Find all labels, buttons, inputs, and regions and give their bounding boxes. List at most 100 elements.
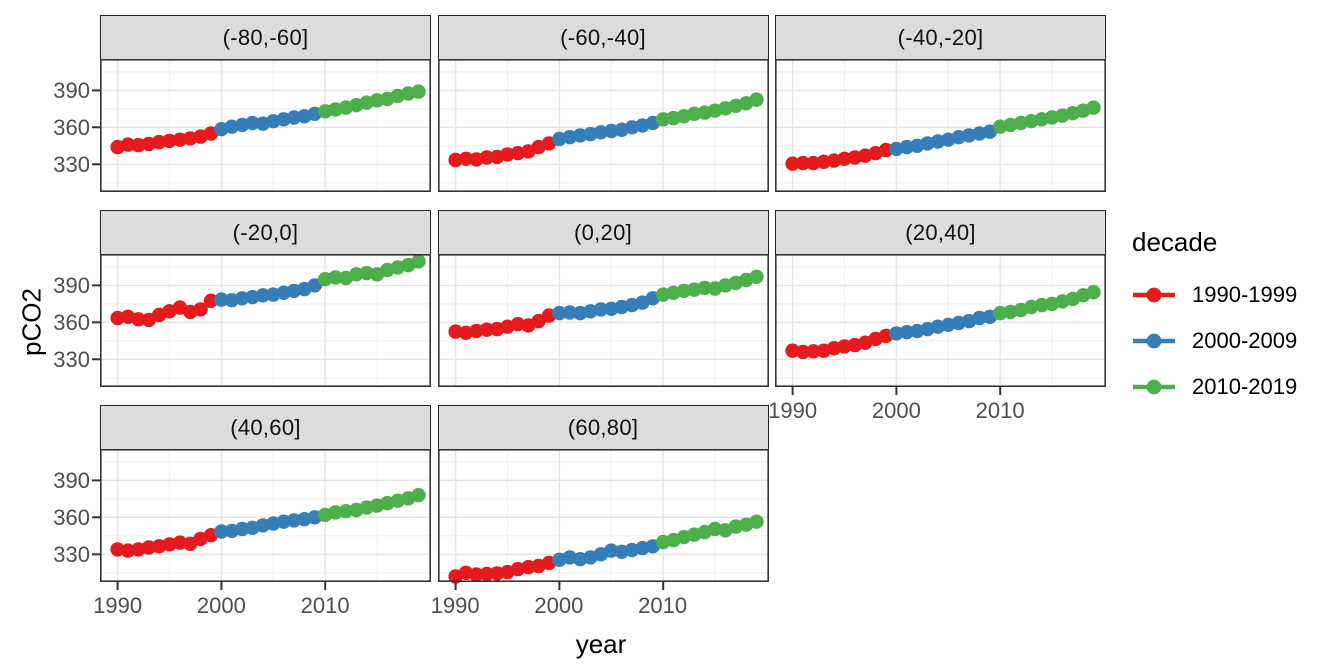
- y-axis-tick-label: 360: [53, 505, 90, 531]
- data-point-2000-2009: [245, 115, 260, 131]
- data-point-2010-2019: [676, 283, 691, 299]
- facet-strip: (20,40]: [775, 210, 1106, 255]
- facet-strip-label: (-80,-60]: [222, 24, 309, 50]
- data-point-2000-2009: [286, 513, 302, 528]
- legend-entry-label: 1990-1999: [1192, 282, 1298, 307]
- data-point-2000-2009: [562, 305, 577, 320]
- data-point-2000-2009: [603, 543, 618, 558]
- data-point-2010-2019: [411, 84, 426, 99]
- legend-key-icon: [1133, 333, 1175, 349]
- x-axis-tick-label: 2010: [638, 593, 688, 618]
- panel-border: [100, 59, 431, 192]
- data-point-1990-1999: [458, 151, 473, 166]
- data-point-2000-2009: [214, 292, 229, 307]
- facet-strip-label: (60,80]: [567, 414, 639, 440]
- facet-(-60,-40]: (-60,-40]: [437, 15, 769, 192]
- panel-border: [437, 254, 769, 387]
- legend-title: decade: [1132, 227, 1218, 257]
- x-axis-tick-label: 2010: [975, 398, 1025, 423]
- x-axis-tick-label: 2000: [871, 398, 921, 423]
- data-point-1990-1999: [110, 542, 125, 557]
- facet-strip-label: (40,60]: [230, 414, 301, 440]
- y-axis-tick-label: 330: [53, 152, 90, 178]
- panel-border: [100, 449, 431, 582]
- data-point-1990-1999: [172, 535, 188, 550]
- facet-strip-label: (-40,-20]: [897, 24, 984, 50]
- y-axis-tick-label: 360: [53, 115, 90, 141]
- data-point-1990-1999: [479, 322, 494, 337]
- data-point-2000-2009: [899, 325, 914, 340]
- facet-strip-label: (-20,0]: [232, 219, 299, 245]
- y-axis-tick-label: 390: [53, 78, 90, 104]
- data-point-1990-1999: [795, 155, 811, 171]
- data-point-2010-2019: [411, 254, 426, 269]
- y-axis-tick-label: 390: [53, 468, 90, 494]
- facet-panel: [775, 254, 1106, 395]
- data-point-2000-2009: [889, 326, 904, 341]
- data-point-2000-2009: [603, 123, 618, 139]
- data-point-2000-2009: [307, 278, 322, 293]
- legend-entries: 1990-1999 2000-2009 2010-2019: [1132, 272, 1297, 410]
- data-point-1990-1999: [499, 147, 515, 162]
- facet-strip: (-40,-20]: [775, 15, 1106, 60]
- data-point-1990-1999: [120, 543, 136, 558]
- data-point-1990-1999: [193, 302, 208, 317]
- legend-entry-2000-2009: 2000-2009: [1132, 318, 1297, 364]
- facet-panel: [92, 254, 431, 387]
- data-point-1990-1999: [878, 142, 894, 158]
- y-axis-tick-label: 330: [53, 542, 90, 568]
- data-point-2000-2009: [551, 305, 567, 321]
- panel-border: [100, 254, 431, 387]
- data-point-2010-2019: [686, 106, 701, 121]
- facet-panel: [437, 254, 769, 387]
- facet-strip: (60,80]: [437, 405, 769, 450]
- data-point-2010-2019: [748, 514, 764, 529]
- data-point-2010-2019: [338, 504, 354, 519]
- facet-(20,40]: (20,40] 1990 2000 2010: [768, 210, 1106, 423]
- facet-strip: (-60,-40]: [437, 15, 769, 60]
- data-point-1990-1999: [151, 134, 167, 150]
- panel-border: [437, 449, 769, 582]
- data-point-2000-2009: [286, 110, 302, 125]
- data-point-2010-2019: [1086, 100, 1101, 115]
- data-point-2010-2019: [328, 505, 343, 520]
- data-point-1990-1999: [785, 343, 800, 358]
- facet-(40,60]: (40,60] 390 360 330 1990 2000 2010: [53, 405, 431, 618]
- legend-entry-label: 2000-2009: [1192, 328, 1298, 353]
- legend-entry-1990-1999: 1990-1999: [1132, 272, 1297, 318]
- data-point-2010-2019: [1086, 285, 1101, 300]
- y-axis-tick-label: 390: [53, 273, 90, 299]
- facet-(-40,-20]: (-40,-20]: [775, 15, 1106, 192]
- data-point-1990-1999: [110, 310, 125, 326]
- data-point-2000-2009: [255, 288, 271, 303]
- data-point-1990-1999: [131, 312, 146, 327]
- x-axis-tick-label: 1990: [768, 398, 818, 423]
- facet-panel: [92, 449, 431, 590]
- data-point-1990-1999: [120, 137, 136, 152]
- data-point-2010-2019: [697, 280, 712, 296]
- data-point-2010-2019: [349, 267, 364, 282]
- data-point-2000-2009: [972, 310, 987, 326]
- data-point-2010-2019: [748, 269, 764, 284]
- data-point-1990-1999: [447, 152, 463, 168]
- legend-entry-label: 2010-2019: [1192, 374, 1298, 399]
- data-point-1990-1999: [479, 150, 494, 165]
- facet-panel: [437, 449, 769, 590]
- x-axis-title: year: [575, 629, 627, 659]
- x-axis-tick-label: 1990: [430, 593, 480, 618]
- data-point-1990-1999: [510, 317, 525, 332]
- data-point-2010-2019: [411, 488, 426, 503]
- data-point-1990-1999: [203, 293, 219, 308]
- facet-panel: [775, 59, 1106, 192]
- data-point-1990-1999: [162, 133, 177, 149]
- facet-panel: [92, 59, 431, 192]
- facet-strip: (0,20]: [437, 210, 769, 255]
- data-point-2000-2009: [593, 302, 608, 317]
- data-point-2010-2019: [328, 270, 343, 285]
- facet-strip-label: (0,20]: [573, 219, 633, 245]
- legend-entry-2010-2019: 2010-2019: [1132, 364, 1297, 410]
- y-axis-tick-label: 360: [53, 310, 90, 336]
- facet-strip: (-20,0]: [100, 210, 431, 255]
- data-point-1990-1999: [468, 567, 484, 582]
